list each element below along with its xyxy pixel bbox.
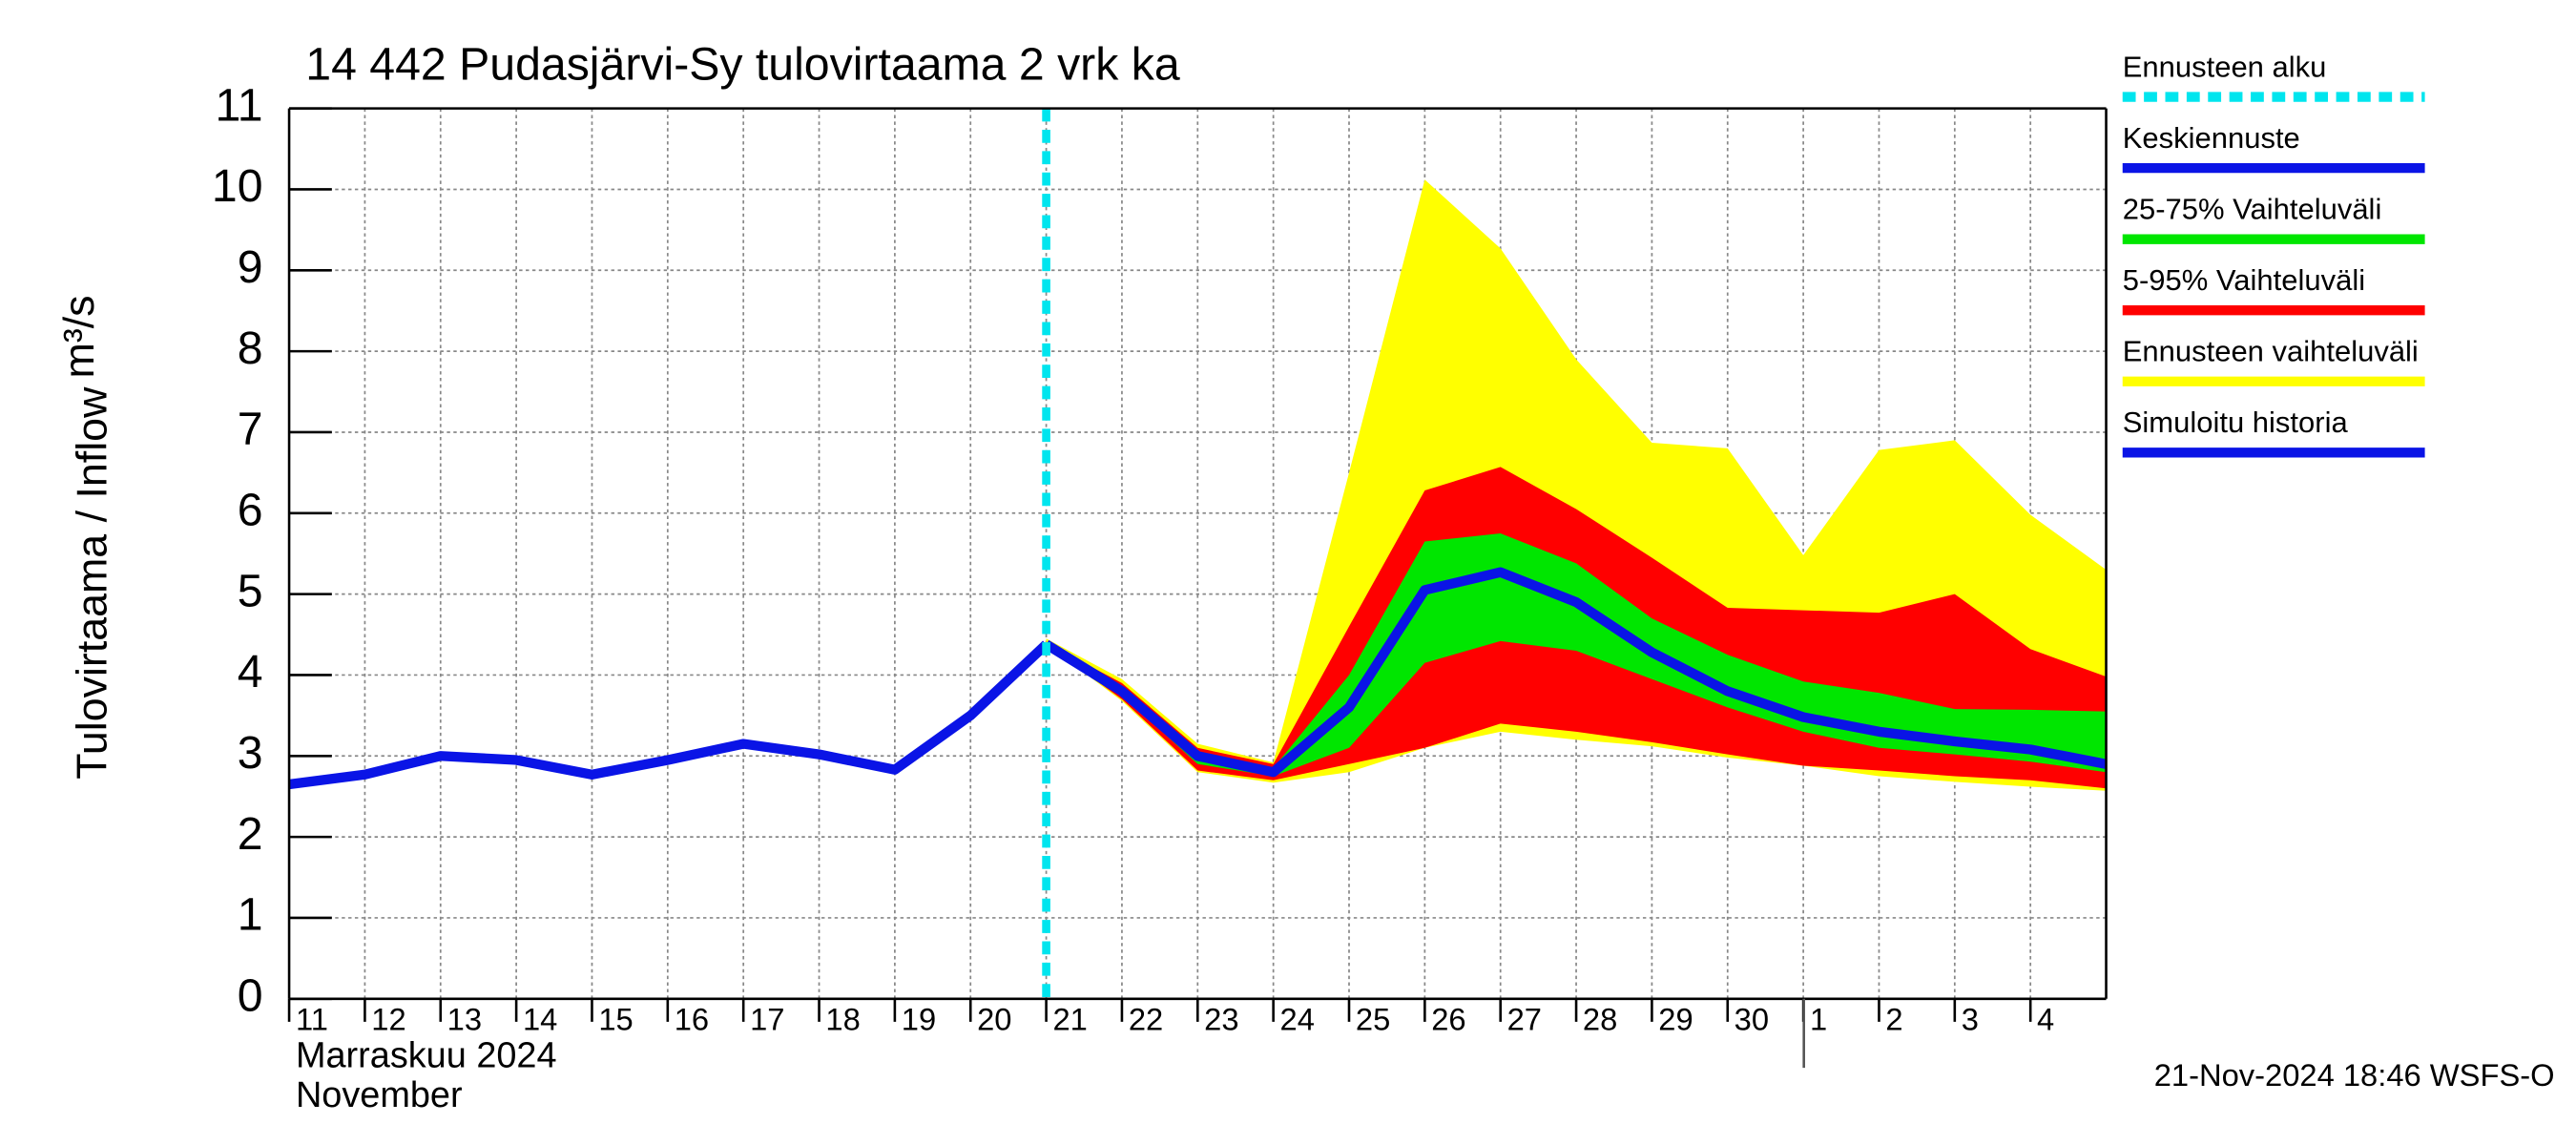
x-tick-label: 2 bbox=[1885, 1002, 1902, 1037]
x-tick-label: 21 bbox=[1052, 1002, 1087, 1037]
x-axis-label: November bbox=[296, 1075, 463, 1115]
x-tick-label: 3 bbox=[1962, 1002, 1979, 1037]
x-tick-label: 12 bbox=[371, 1002, 405, 1037]
legend-label: 5-95% Vaihteluväli bbox=[2123, 263, 2365, 297]
x-tick-label: 17 bbox=[750, 1002, 784, 1037]
x-tick-label: 15 bbox=[598, 1002, 633, 1037]
y-tick-label: 7 bbox=[238, 404, 263, 455]
x-tick-label: 29 bbox=[1658, 1002, 1693, 1037]
legend-label: Ennusteen vaihteluväli bbox=[2123, 335, 2419, 368]
x-tick-label: 30 bbox=[1735, 1002, 1769, 1037]
y-tick-label: 11 bbox=[215, 79, 262, 131]
x-tick-label: 20 bbox=[977, 1002, 1011, 1037]
y-tick-label: 1 bbox=[238, 889, 263, 941]
y-axis-unit: m³/s bbox=[55, 295, 103, 378]
y-tick-label: 4 bbox=[238, 646, 263, 697]
x-tick-label: 18 bbox=[825, 1002, 860, 1037]
x-tick-label: 19 bbox=[902, 1002, 936, 1037]
legend-label: Keskiennuste bbox=[2123, 121, 2300, 155]
x-tick-label: 1 bbox=[1810, 1002, 1827, 1037]
x-tick-label: 25 bbox=[1356, 1002, 1390, 1037]
range-band bbox=[1046, 532, 2107, 777]
chart-title: 14 442 Pudasjärvi-Sy tulovirtaama 2 vrk … bbox=[305, 38, 1180, 90]
y-tick-label: 8 bbox=[238, 323, 263, 374]
x-tick-label: 26 bbox=[1431, 1002, 1465, 1037]
x-tick-label: 13 bbox=[447, 1002, 482, 1037]
x-tick-label: 11 bbox=[296, 1002, 328, 1037]
x-tick-label: 27 bbox=[1507, 1002, 1542, 1037]
y-tick-label: 9 bbox=[238, 241, 263, 293]
x-tick-label: 22 bbox=[1129, 1002, 1163, 1037]
x-tick-label: 28 bbox=[1583, 1002, 1617, 1037]
y-tick-label: 2 bbox=[238, 808, 263, 860]
y-axis-label: Tulovirtaama / Inflow bbox=[69, 386, 116, 780]
series-line bbox=[288, 640, 1050, 790]
x-tick-label: 14 bbox=[523, 1002, 557, 1037]
x-tick-label: 23 bbox=[1204, 1002, 1238, 1037]
y-tick-label: 10 bbox=[212, 160, 263, 212]
x-tick-label: 4 bbox=[2037, 1002, 2054, 1037]
legend-label: 25-75% Vaihteluväli bbox=[2123, 193, 2382, 226]
legend-label: Ennusteen alku bbox=[2123, 50, 2327, 83]
y-tick-label: 0 bbox=[238, 970, 263, 1022]
x-tick-label: 24 bbox=[1280, 1002, 1315, 1037]
x-axis-label: Marraskuu 2024 bbox=[296, 1036, 557, 1076]
y-tick-label: 6 bbox=[238, 485, 263, 536]
y-tick-label: 5 bbox=[238, 565, 263, 616]
footer: 21-Nov-2024 18:46 WSFS-O bbox=[2154, 1057, 2555, 1093]
x-tick-label: 16 bbox=[675, 1002, 709, 1037]
legend-label: Simuloitu historia bbox=[2123, 406, 2349, 439]
series-line bbox=[1043, 567, 2108, 778]
y-tick-label: 3 bbox=[238, 727, 263, 779]
